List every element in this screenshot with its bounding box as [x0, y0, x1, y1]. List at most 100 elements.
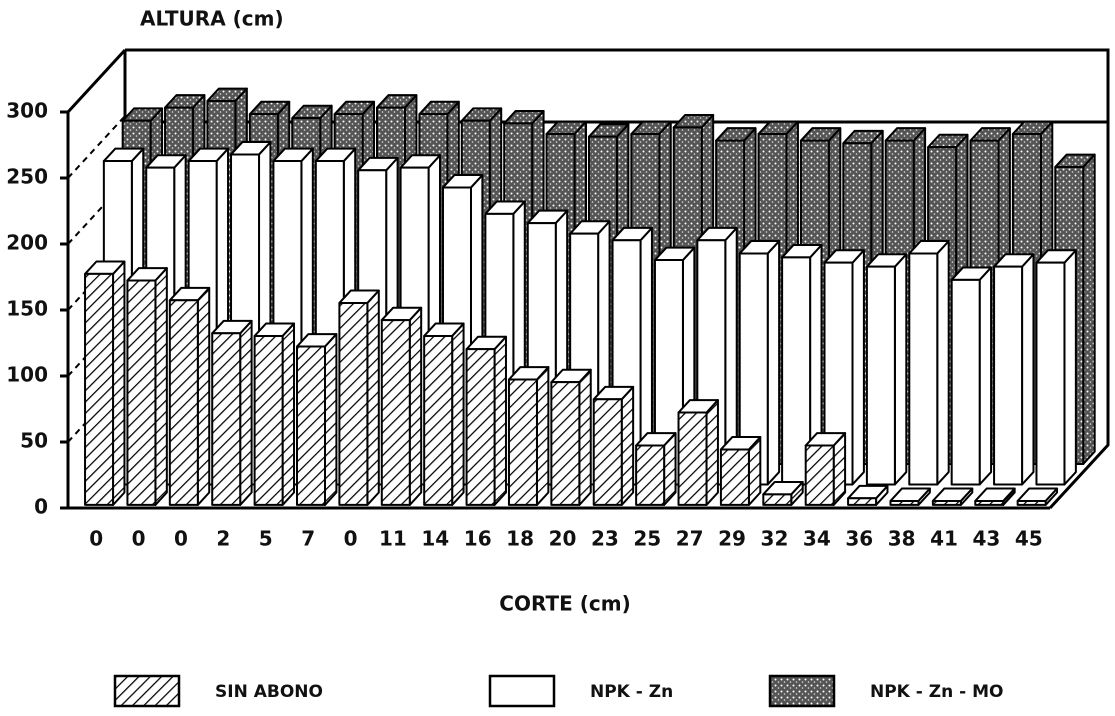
x-tick-label: 45 [1015, 527, 1043, 551]
bar-front [507, 378, 538, 506]
x-tick-label: 2 [216, 527, 230, 551]
x-tick-label: 7 [301, 527, 315, 551]
bar-front [865, 265, 896, 486]
bar-side [1021, 253, 1035, 486]
x-tick-label: 0 [344, 527, 358, 551]
bar [1016, 487, 1059, 506]
legend-swatch [488, 674, 556, 708]
bar-side [1082, 153, 1096, 465]
bar [950, 266, 993, 486]
bar [762, 480, 804, 506]
bar [677, 399, 719, 506]
legend-swatch [113, 674, 181, 708]
bar-front [465, 348, 496, 506]
bar-side [535, 366, 550, 506]
bar-front [550, 381, 581, 506]
bar-side [281, 322, 296, 506]
bar [993, 253, 1035, 486]
x-tick-label: 36 [845, 527, 873, 551]
bar [507, 366, 550, 506]
legend-label: NPK - Zn [590, 682, 673, 702]
bar [804, 432, 847, 506]
x-tick-label: 41 [930, 527, 958, 551]
bar [931, 487, 974, 506]
x-tick-label: 25 [633, 527, 661, 551]
x-tick-label: 27 [676, 527, 704, 551]
bar-side [766, 240, 781, 486]
bar-front [168, 299, 199, 506]
y-tick-label: 150 [6, 297, 48, 321]
bar-front [126, 279, 157, 506]
bar-front [253, 334, 284, 506]
bar [253, 322, 296, 506]
bar-front [719, 448, 750, 506]
bar-side [493, 335, 507, 506]
x-tick-label: 11 [379, 527, 407, 551]
bar-front [211, 332, 242, 506]
x-tick-label: 0 [132, 527, 146, 551]
x-tick-label: 34 [803, 527, 831, 551]
bar-side [154, 267, 168, 506]
bar-front [296, 345, 327, 506]
bar-side [451, 322, 465, 506]
bar-front [338, 301, 369, 506]
bar-front [380, 319, 411, 506]
bar-side [578, 368, 592, 506]
bar [338, 289, 380, 506]
legend-label: NPK - Zn - MO [870, 682, 1003, 702]
legend-label: SIN ABONO [215, 682, 323, 702]
bar [592, 385, 635, 506]
bar-side [620, 385, 635, 506]
bar [635, 432, 677, 506]
bar [974, 487, 1016, 506]
bar-side [324, 333, 338, 506]
bar-front [993, 265, 1024, 486]
x-tick-label: 0 [89, 527, 103, 551]
x-tick-label: 29 [718, 527, 746, 551]
bar [126, 267, 168, 506]
bar [719, 436, 762, 506]
y-tick-label: 0 [34, 495, 48, 519]
bar [465, 335, 507, 506]
legend-swatch [768, 674, 836, 708]
bar [847, 484, 889, 506]
bar-side [408, 306, 423, 506]
bar [889, 487, 931, 506]
bar [380, 306, 423, 506]
bar-front [908, 252, 939, 486]
bar-front [950, 278, 981, 486]
bar-front [847, 497, 878, 506]
x-tick-label: 20 [549, 527, 577, 551]
legend: SIN ABONO NPK - Zn NPK - Zn - MO [113, 674, 1003, 708]
y-axis-title: ALTURA (cm) [140, 7, 284, 31]
y-tick-label: 50 [20, 429, 48, 453]
bars [84, 87, 1096, 506]
bar-front [423, 334, 454, 506]
bar-side [705, 399, 719, 506]
bar-side [239, 319, 253, 506]
bar-front [1016, 499, 1047, 506]
bar [908, 240, 950, 486]
back-wall [125, 48, 1110, 510]
bar-front [974, 499, 1005, 506]
x-tick-label: 0 [174, 527, 188, 551]
x-tick-label: 5 [259, 527, 273, 551]
bar [211, 319, 253, 506]
x-tick-label: 18 [506, 527, 534, 551]
bar [296, 333, 338, 506]
bar [550, 368, 592, 506]
x-tick-label: 43 [972, 527, 1000, 551]
bar-side [1063, 249, 1077, 486]
bar-side [978, 266, 993, 486]
y-tick-label: 100 [6, 363, 48, 387]
x-axis-title: CORTE (cm) [499, 592, 630, 616]
x-tick-label: 16 [464, 527, 492, 551]
depth-grid [67, 49, 126, 113]
x-tick-label: 14 [421, 527, 449, 551]
x-tick-label: 23 [591, 527, 619, 551]
bar [423, 322, 465, 506]
x-tick-label: 32 [761, 527, 789, 551]
bar [1035, 249, 1077, 486]
bar [84, 260, 126, 506]
y-tick-label: 250 [6, 165, 48, 189]
